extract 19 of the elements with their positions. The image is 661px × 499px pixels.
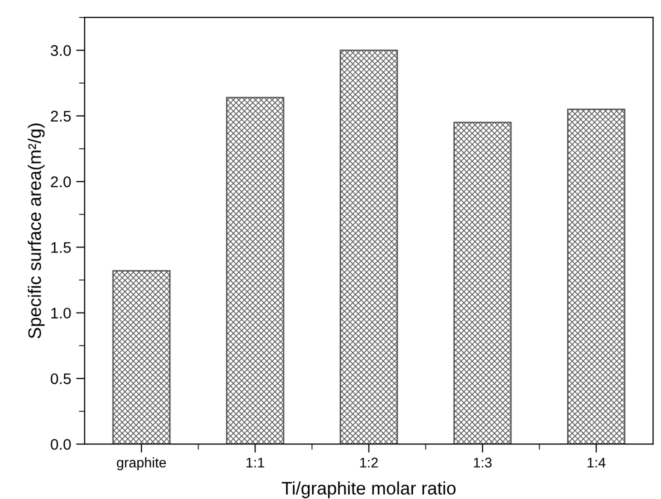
- y-tick-label: 1.0: [51, 308, 71, 319]
- x-tick-label: 1:4: [588, 458, 606, 468]
- x-tick-label: 1:2: [360, 458, 378, 468]
- bar: [453, 122, 512, 444]
- x-axis-title: Ti/graphite molar ratio: [282, 481, 456, 498]
- y-tick-label: 2.5: [50, 110, 71, 122]
- x-tick-label: 1:1: [246, 458, 264, 468]
- bar: [226, 96, 284, 444]
- y-tick-label: 2.0: [50, 176, 71, 188]
- bar: [112, 270, 171, 444]
- bar: [567, 108, 626, 444]
- bar: [340, 50, 398, 444]
- y-tick-label: 1.5: [51, 242, 71, 253]
- y-tick-label: 0.5: [50, 373, 71, 384]
- x-tick-label: 1:3: [474, 458, 492, 468]
- x-tick-label: graphite: [116, 457, 166, 470]
- y-tick-label: 3.0: [50, 45, 71, 56]
- y-tick-label: 0.0: [50, 438, 71, 450]
- y-axis-title: Specific surface area(m²/g): [28, 124, 45, 338]
